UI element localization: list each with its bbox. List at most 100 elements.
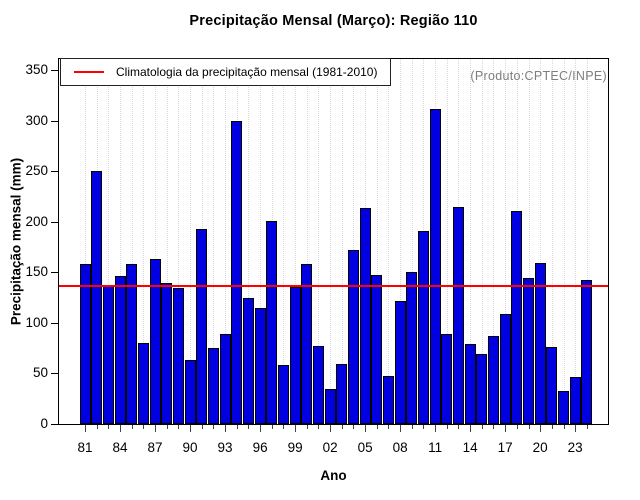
bar-2015 — [476, 354, 488, 424]
bar-2000 — [301, 264, 313, 424]
x-tick-2020 — [540, 425, 542, 432]
bar-2004 — [347, 250, 359, 424]
gridline-1986 — [143, 59, 145, 424]
bar-1982 — [91, 171, 103, 424]
x-tick-2006 — [376, 425, 378, 429]
gridline-2021 — [551, 59, 553, 424]
climatology-reference-line — [59, 285, 608, 288]
x-tick-2003 — [341, 425, 343, 429]
bar-2013 — [452, 207, 464, 424]
bar-2008 — [394, 301, 406, 424]
x-tick-1993 — [225, 425, 226, 432]
producer-annotation: (Produto:CPTEC/INPE) — [470, 69, 607, 83]
gridline-1999 — [295, 59, 297, 424]
bar-2011 — [429, 109, 441, 424]
climatology-line-swatch — [74, 71, 104, 73]
x-tick-2009 — [411, 425, 413, 429]
y-tick-label-300: 300 — [25, 112, 48, 128]
x-tick-label-2017: 17 — [497, 440, 513, 455]
gridline-2007 — [388, 59, 390, 424]
bar-2014 — [464, 344, 476, 424]
gridline-2001 — [318, 59, 320, 424]
x-tick-label-1993: 93 — [217, 440, 233, 455]
x-tick-2010 — [423, 425, 425, 429]
gridline-2022 — [563, 59, 565, 424]
bar-2005 — [359, 208, 371, 424]
bar-2021 — [546, 347, 558, 424]
bar-2024 — [581, 280, 593, 424]
bar-1984 — [114, 276, 126, 424]
gridline-1995 — [248, 59, 250, 424]
bar-1981 — [79, 264, 91, 424]
x-tick-1981 — [85, 425, 86, 432]
bar-1993 — [219, 334, 231, 424]
x-tick-1992 — [213, 425, 215, 429]
x-tick-label-2008: 08 — [392, 440, 408, 455]
bar-1992 — [207, 348, 219, 424]
bar-2010 — [417, 231, 429, 424]
gridline-1987 — [155, 59, 156, 424]
y-tick-label-250: 250 — [25, 163, 48, 179]
x-tick-2016 — [493, 425, 495, 429]
gridline-1993 — [225, 59, 226, 424]
x-tick-1989 — [178, 425, 180, 429]
y-tick-label-150: 150 — [25, 264, 48, 280]
x-tick-2013 — [458, 425, 460, 429]
chart-title: Precipitação Mensal (Março): Região 110 — [189, 13, 478, 29]
x-tick-1991 — [201, 425, 203, 429]
x-tick-2002 — [330, 425, 332, 432]
bar-2007 — [382, 376, 394, 424]
bar-1988 — [161, 283, 173, 424]
bar-1999 — [289, 287, 301, 424]
x-tick-1995 — [248, 425, 250, 429]
x-tick-1988 — [166, 425, 168, 429]
gridline-2024 — [586, 59, 588, 424]
gridline-2000 — [306, 59, 308, 424]
gridline-1983 — [108, 59, 110, 424]
y-tick-250 — [51, 171, 58, 173]
x-tick-2024 — [586, 425, 588, 429]
x-tick-2017 — [505, 425, 507, 432]
x-tick-1999 — [295, 425, 297, 432]
bar-2017 — [499, 314, 511, 424]
gridline-1989 — [178, 59, 180, 424]
x-tick-label-1981: 81 — [77, 440, 93, 455]
y-tick-100 — [51, 322, 58, 324]
x-tick-label-2020: 20 — [532, 440, 548, 455]
x-tick-2007 — [388, 425, 390, 429]
bar-1986 — [137, 343, 149, 424]
gridline-2004 — [353, 59, 355, 424]
x-tick-1994 — [236, 425, 238, 429]
gridline-1990 — [190, 59, 191, 424]
bar-1983 — [102, 286, 114, 424]
gridline-2023 — [575, 59, 577, 424]
y-tick-350 — [51, 70, 58, 71]
x-tick-1983 — [108, 425, 110, 429]
gridline-2020 — [540, 59, 542, 424]
x-tick-2019 — [528, 425, 530, 429]
x-tick-label-2014: 14 — [462, 440, 478, 455]
y-tick-label-350: 350 — [25, 62, 48, 77]
y-tick-label-50: 50 — [32, 365, 48, 381]
x-tick-label-1990: 90 — [182, 440, 198, 455]
bar-2019 — [523, 278, 534, 424]
y-tick-label-0: 0 — [40, 416, 48, 431]
x-tick-2004 — [353, 425, 355, 429]
y-tick-200 — [51, 221, 58, 223]
gridline-1988 — [166, 59, 168, 424]
x-tick-2012 — [446, 425, 448, 429]
x-tick-2022 — [563, 425, 565, 429]
bar-2012 — [441, 334, 453, 424]
bar-1987 — [149, 259, 161, 424]
gridline-1985 — [131, 59, 133, 424]
gridline-2003 — [341, 59, 343, 424]
x-tick-label-2002: 02 — [322, 440, 338, 455]
x-tick-2000 — [306, 425, 308, 429]
y-tick-label-200: 200 — [25, 213, 48, 229]
bar-2006 — [371, 275, 383, 424]
x-tick-1998 — [283, 425, 285, 429]
bar-1996 — [254, 308, 266, 424]
y-tick-50 — [51, 373, 58, 375]
gridline-2015 — [481, 59, 483, 424]
gridline-1984 — [120, 59, 121, 424]
